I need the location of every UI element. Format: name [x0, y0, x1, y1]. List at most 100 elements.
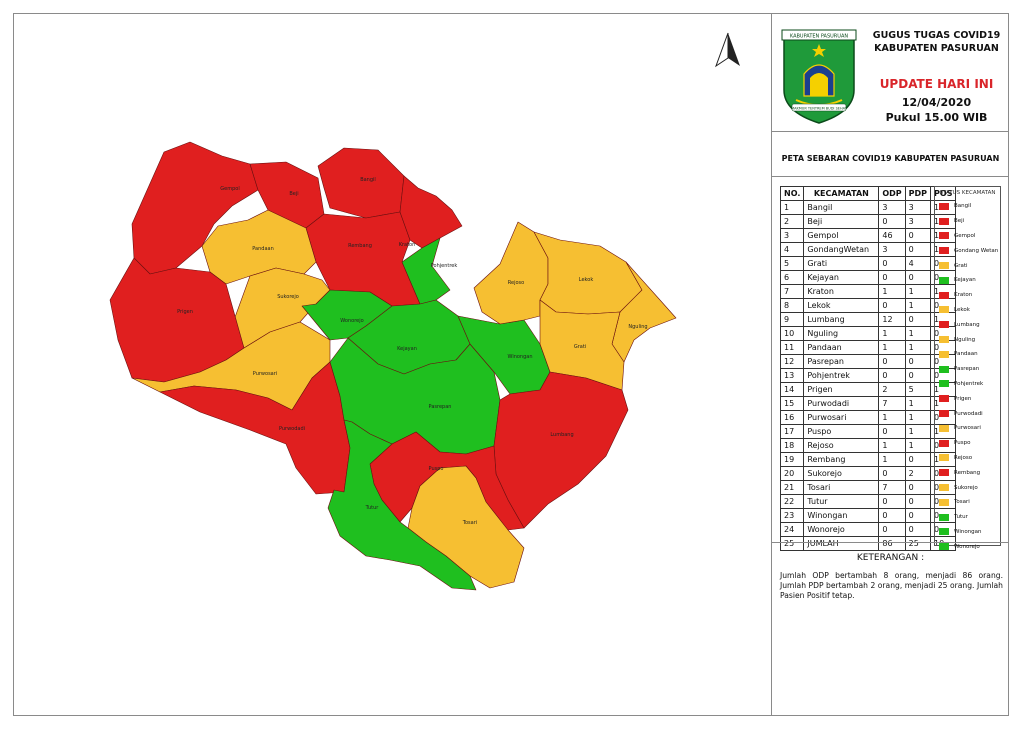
header-title-line2: KABUPATEN PASURUAN	[874, 43, 999, 54]
region-bangil	[317, 147, 405, 219]
legend-label: Wonorejo	[954, 543, 980, 550]
legend-label: Winongan	[954, 528, 982, 535]
cell-pdp: 0	[904, 228, 932, 243]
legend-item: Bangil	[935, 199, 1000, 214]
cell-odp: 0	[878, 270, 906, 285]
region-label: Rembang	[348, 243, 372, 249]
table-row: 8 Lekok 0 1 0	[779, 298, 957, 313]
legend-swatch	[939, 469, 949, 477]
region-label: Gempol	[220, 186, 239, 192]
cell-kecamatan: Lumbang	[803, 312, 880, 327]
legend-item: Wonorejo	[935, 539, 1000, 554]
table-row: 23 Winongan 0 0 0	[779, 508, 957, 523]
cell-kecamatan: Lekok	[803, 298, 880, 313]
cell-odp: 1	[878, 438, 906, 453]
cell-odp: 2	[878, 382, 906, 397]
legend-label: Lumbang	[954, 321, 980, 328]
legend-item: Gempol	[935, 229, 1000, 244]
cell-no: 9	[779, 312, 805, 327]
legend-swatch	[939, 528, 949, 536]
cell-pdp: 4	[904, 256, 932, 271]
cell-odp: 0	[878, 466, 906, 481]
map-area: Gempol Beji Bangil Rembang Kraton Pohjentrek P…	[14, 14, 771, 715]
cell-pdp: 2	[904, 466, 932, 481]
table-row: 19 Rembang 1 0 1	[779, 452, 957, 467]
cell-kecamatan: Kraton	[803, 284, 880, 299]
legend-item: Pasrepan	[935, 362, 1000, 377]
cell-kecamatan: Pandaan	[803, 340, 880, 355]
cell-odp: 7	[878, 480, 906, 495]
header-title: GUGUS TUGAS COVID19 KABUPATEN PASURUAN	[864, 29, 1009, 55]
cell-kecamatan: GondangWetan	[803, 242, 880, 257]
cell-kecamatan: Beji	[803, 214, 880, 229]
cell-kecamatan: Wonorejo	[803, 522, 880, 537]
legend-label: Prigen	[954, 395, 972, 402]
region-pohjentrek	[401, 237, 451, 305]
legend-item: Lumbang	[935, 317, 1000, 332]
cell-no: 10	[779, 326, 805, 341]
legend-swatch	[939, 454, 949, 462]
map-title: PETA SEBARAN COVID19 KABUPATEN PASURUAN	[781, 154, 1000, 163]
region-label: Tosari	[462, 520, 477, 526]
notes-text: Jumlah ODP bertambah 8 orang, menjadi 86…	[780, 571, 1003, 600]
table-row: 11 Pandaan 1 1 0	[779, 340, 957, 355]
region-label: Pandaan	[252, 246, 274, 252]
cell-pdp: 0	[904, 354, 932, 369]
north-arrow-icon	[715, 32, 740, 68]
region-label: Lekok	[579, 277, 594, 283]
cell-pdp: 1	[904, 396, 932, 411]
table-row: 18 Rejoso 1 1 0	[779, 438, 957, 453]
table-row: 25JUMLAH862510	[779, 536, 957, 551]
cell-no: 1	[779, 200, 805, 215]
cell-no: 5	[779, 256, 805, 271]
legend-label: Nguling	[954, 336, 976, 343]
legend-item: Kraton	[935, 288, 1000, 303]
legend-label: Pasrepan	[954, 366, 980, 373]
col-header-odp: ODP	[878, 186, 906, 201]
cell-no: 16	[779, 410, 805, 425]
col-header-kecamatan: KECAMATAN	[803, 186, 880, 201]
legend-item: Grati	[935, 258, 1000, 273]
region-lumbang	[493, 371, 629, 529]
region-label: Nguling	[628, 324, 647, 330]
cell-kecamatan: Tosari	[803, 480, 880, 495]
map-frame	[13, 13, 1009, 716]
table-row: 21 Tosari 7 0 0	[779, 480, 957, 495]
legend-item: Nguling	[935, 332, 1000, 347]
table-row: 10 Nguling 1 1 0	[779, 326, 957, 341]
legend-item: Lekok	[935, 303, 1000, 318]
cell-pdp: 0	[904, 480, 932, 495]
table-row: 7 Kraton 1 1 1	[779, 284, 957, 299]
table-row: 15 Purwodadi 7 1 1	[779, 396, 957, 411]
region-lekok	[533, 231, 643, 315]
legend-label: Purwodadi	[954, 410, 983, 417]
region-label: Kraton	[399, 242, 416, 248]
legend-swatch	[939, 306, 949, 314]
cell-kecamatan: Sukorejo	[803, 466, 880, 481]
legend-label: Gondang Wetan	[954, 247, 999, 254]
cell-odp: 12	[878, 312, 906, 327]
region-kraton	[399, 175, 463, 249]
legend-label: Grati	[954, 262, 968, 269]
legend-label: Rembang	[954, 469, 981, 476]
legend-label: Tutur	[954, 514, 968, 521]
table-row: 3 Gempol 46 0 1	[779, 228, 957, 243]
legend-item: Rembang	[935, 465, 1000, 480]
notes-title: KETERANGAN :	[856, 553, 925, 563]
cell-kecamatan: Grati	[803, 256, 880, 271]
info-panel: KABUPATEN PASURUAN MAKMUR TENTREM BUDI S…	[771, 14, 1009, 715]
legend-label: Lekok	[954, 306, 970, 313]
cell-no: 24	[779, 522, 805, 537]
cell-odp: 3	[878, 242, 906, 257]
cell-odp: 3	[878, 200, 906, 215]
cell-odp: 7	[878, 396, 906, 411]
cell-pdp: 0	[904, 270, 932, 285]
cell-odp: 46	[878, 228, 906, 243]
cell-no: 2	[779, 214, 805, 229]
legend-swatch	[939, 217, 949, 225]
header-block: KABUPATEN PASURUAN MAKMUR TENTREM BUDI S…	[772, 14, 1009, 132]
table-row: 1 Bangil 3 3 1	[779, 200, 957, 215]
cell-kecamatan: Purwosari	[803, 410, 880, 425]
cell-kecamatan: Kejayan	[803, 270, 880, 285]
legend-swatch	[939, 395, 949, 403]
